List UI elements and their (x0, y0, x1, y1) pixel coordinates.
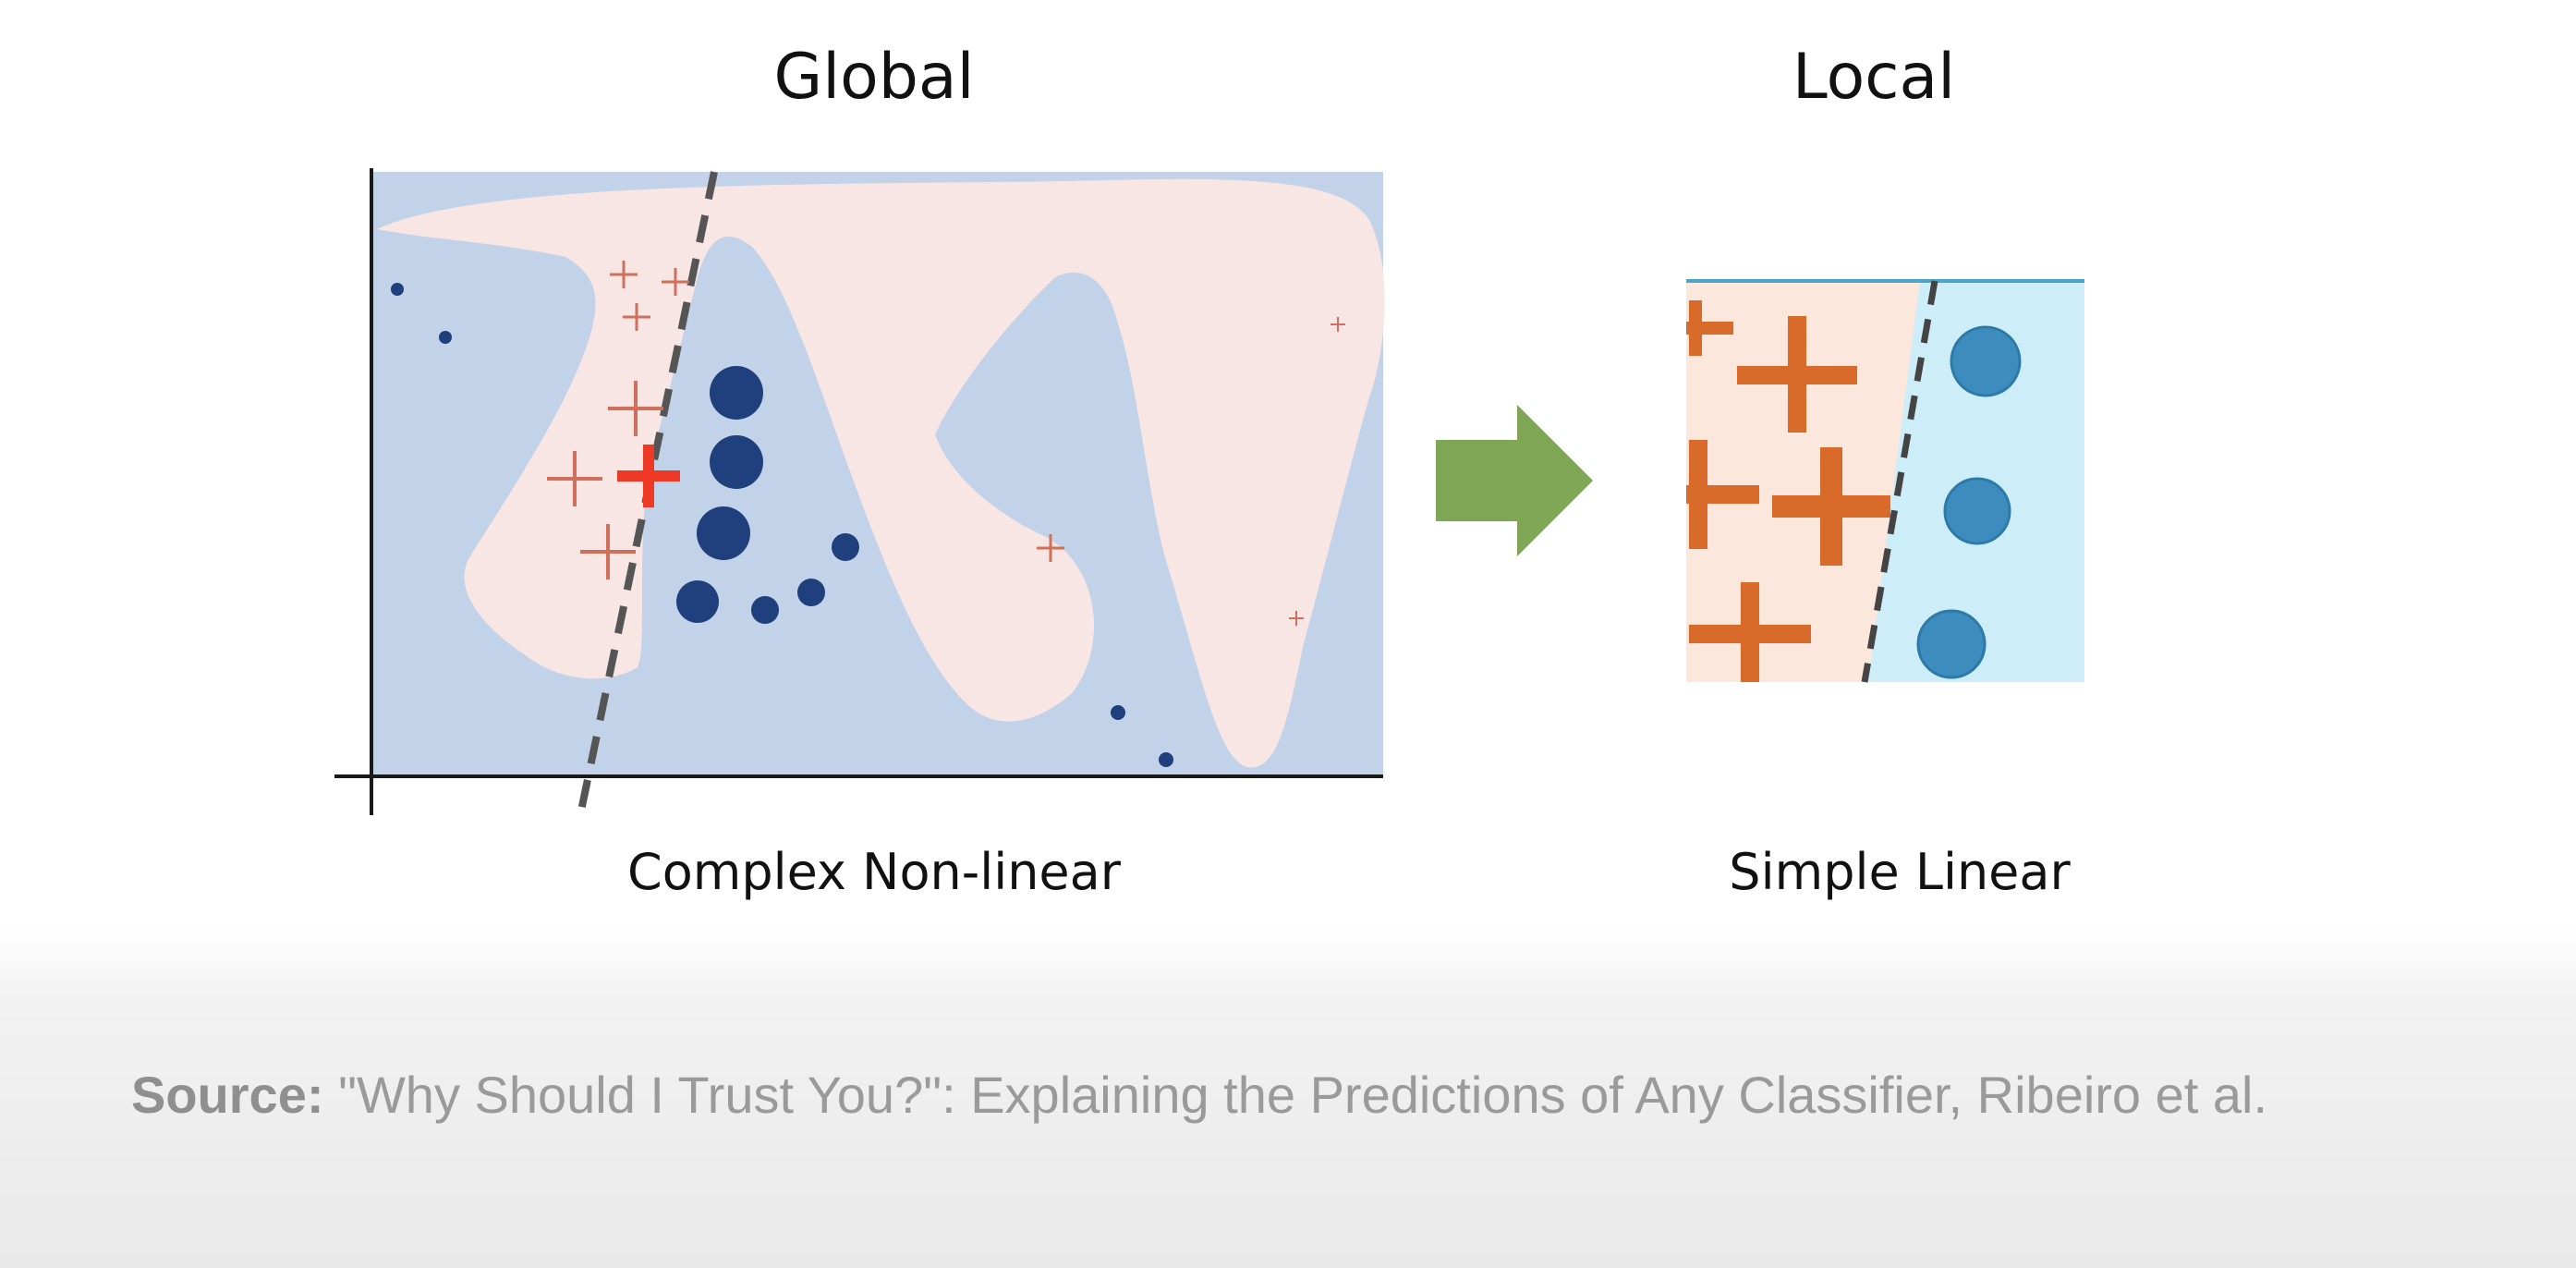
plus-marker (1331, 317, 1345, 332)
plus-marker (608, 381, 663, 436)
global-plus-markers (547, 261, 1345, 626)
global-title: Global (773, 41, 975, 114)
plus-marker (1772, 447, 1890, 566)
plus-marker (1689, 582, 1811, 682)
circle-marker (751, 596, 779, 624)
circle-marker (439, 331, 452, 344)
plus-marker (1737, 316, 1857, 433)
plus-marker (580, 524, 636, 579)
local-caption: Simple Linear (1729, 843, 2071, 901)
right-arrow-icon (1436, 405, 1593, 556)
circle-marker (710, 366, 763, 420)
circle-marker (832, 533, 859, 561)
circle-marker (1916, 609, 1987, 679)
local-plus-markers (1686, 300, 1890, 682)
plus-marker (1037, 534, 1064, 562)
plus-marker (1686, 300, 1733, 356)
local-linear-boundary (1861, 280, 1938, 683)
plus-marker (547, 451, 602, 506)
global-circle-markers (391, 283, 1173, 767)
circle-marker (676, 580, 719, 623)
global-caption: Complex Non-linear (627, 843, 1121, 901)
local-title: Local (1792, 41, 1956, 114)
plus-marker (1289, 611, 1304, 626)
circle-marker (1943, 477, 2011, 545)
local-panel (1686, 279, 2084, 683)
circle-marker (797, 579, 825, 606)
plus-marker (623, 303, 650, 331)
plus-marker (1686, 440, 1759, 549)
circle-marker (710, 435, 763, 489)
global-decision-region (377, 178, 1385, 768)
source-label: Source: (131, 1066, 324, 1124)
source-text: "Why Should I Trust You?": Explaining th… (338, 1066, 2268, 1124)
plus-marker (610, 261, 638, 288)
circle-marker (1950, 325, 2022, 397)
source-citation: Source: "Why Should I Trust You?": Expla… (131, 1065, 2267, 1125)
circle-marker (1159, 752, 1173, 767)
plus-marker (662, 268, 689, 296)
local-circle-markers (1916, 325, 2022, 679)
highlighted-instance-plus (617, 445, 680, 507)
circle-marker (1111, 705, 1125, 720)
global-panel (334, 168, 1385, 816)
circle-marker (697, 506, 750, 560)
circle-marker (391, 283, 404, 296)
